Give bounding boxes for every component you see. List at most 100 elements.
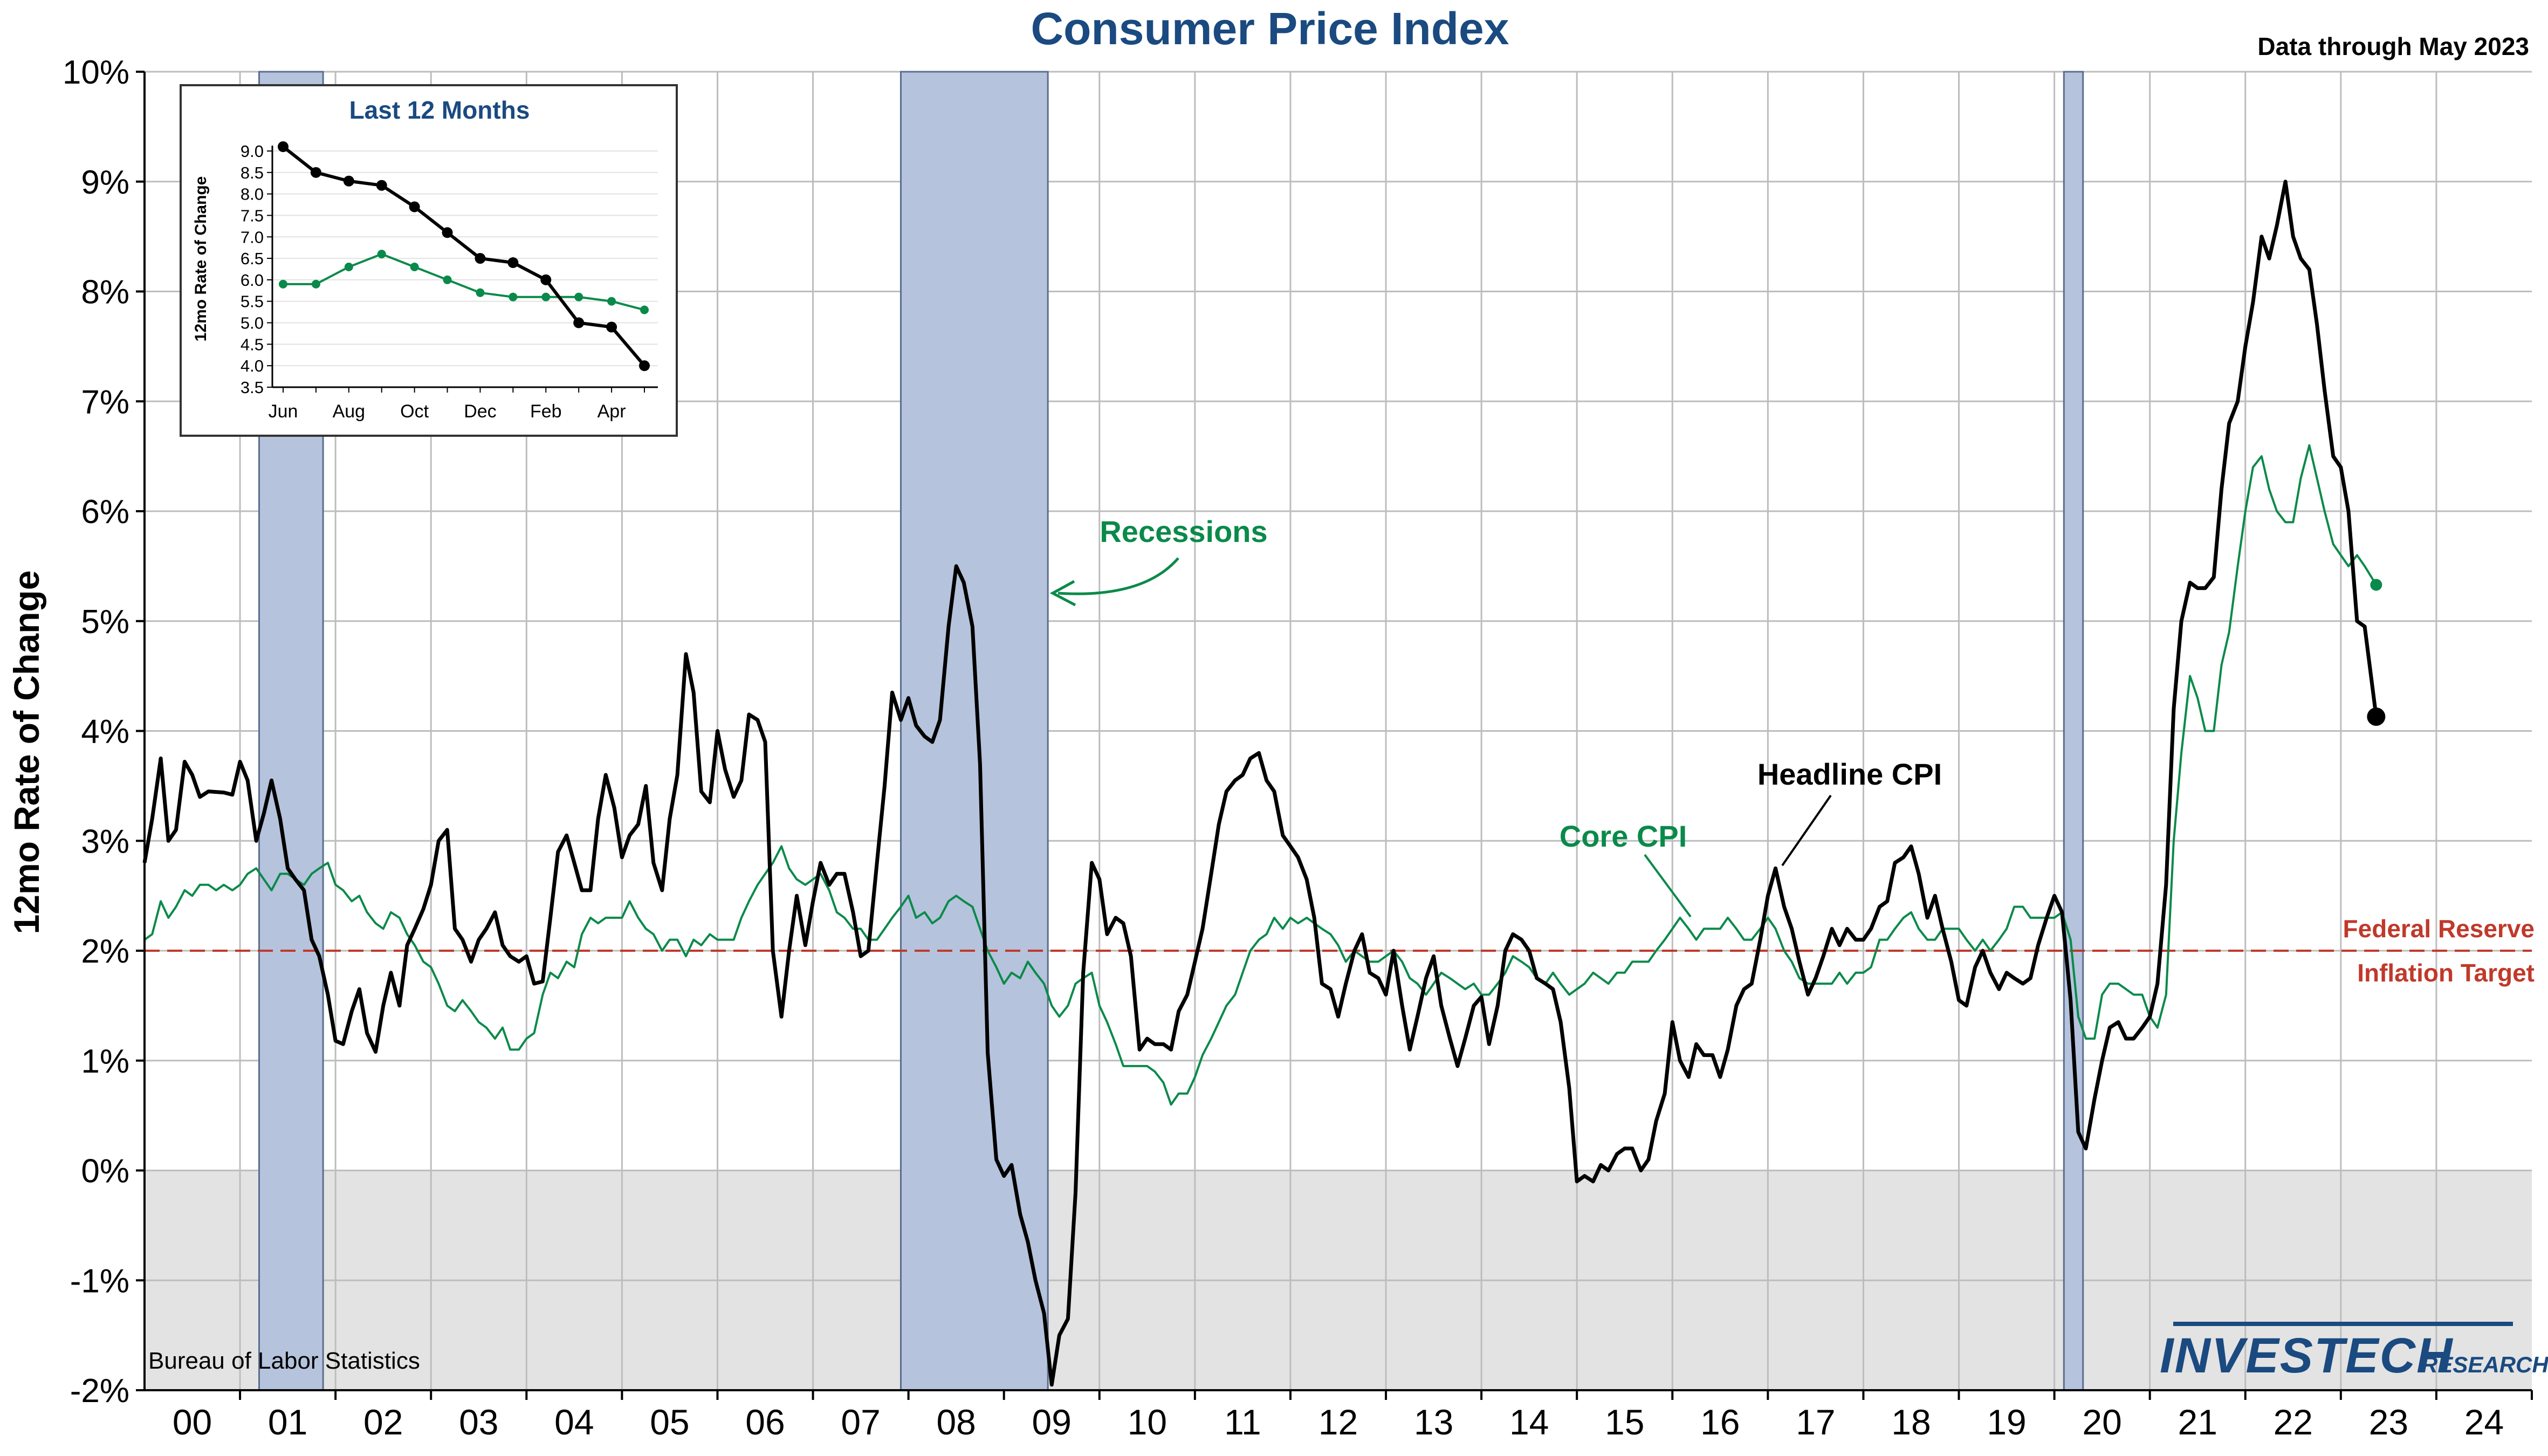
inset-y-tick-label: 3.5 [241, 378, 264, 397]
inset-last-12-months: Last 12 Months 12mo Rate of Change 9.0 8.… [180, 84, 678, 437]
inset-x-tick-label: Dec [464, 401, 496, 422]
inset-gridlines [272, 150, 658, 388]
inset-core-cpi-point [509, 292, 518, 301]
y-tick-label: 10% [63, 54, 129, 91]
x-tick-label: 03 [459, 1402, 498, 1442]
inset-core-cpi-point [344, 263, 353, 272]
inset-x-tick-label: Jun [269, 401, 298, 422]
x-tick-label: 24 [2464, 1402, 2504, 1442]
inset-core-cpi-point [443, 275, 452, 284]
inset-y-tick-label: 7.5 [241, 206, 264, 225]
inset-core-cpi-point [476, 288, 485, 297]
inset-y-tick-label: 9.0 [241, 142, 264, 161]
inset-headline-cpi-point [409, 201, 420, 212]
core-cpi-line [143, 444, 2378, 1106]
x-tick-labels: 00 01 02 03 04 05 06 07 08 09 10 11 12 13 14 15 16 17 18 19… [173, 1402, 2504, 1442]
fed-target-label-line2: Inflation Target [2357, 959, 2535, 987]
inset-y-tick-label: 6.0 [241, 271, 264, 290]
axes [136, 71, 2533, 1400]
y-axis-title: 12mo Rate of Change [6, 571, 46, 935]
inset-y-tick-label: 5.5 [241, 292, 264, 311]
inset-y-tick-labels: 9.0 8.5 8.0 7.5 7.0 6.5 6.0 5.5 5.0 4.5 4.0 3.5 [241, 142, 264, 397]
inset-x-tick-label: Feb [530, 401, 562, 422]
chart-title: Consumer Price Index [1031, 3, 1509, 54]
inset-headline-cpi-point [343, 175, 354, 187]
x-tick-label: 14 [1509, 1402, 1549, 1442]
x-tick-label: 20 [2082, 1402, 2121, 1442]
y-tick-label: 6% [81, 493, 129, 531]
inset-x-tick-label: Apr [597, 401, 626, 422]
chart-subtitle: Data through May 2023 [2257, 32, 2529, 60]
recessions-annotation: Recessions [1100, 514, 1267, 548]
inset-core-cpi-point [640, 305, 649, 314]
investech-logo: INVESTECH RESEARCH [2160, 1322, 2548, 1383]
inset-headline-cpi-point [606, 321, 617, 333]
y-tick-label: -2% [70, 1372, 129, 1410]
x-tick-label: 22 [2274, 1402, 2313, 1442]
inset-y-tick-label: 6.5 [241, 249, 264, 268]
fed-target-label-line1: Federal Reserve [2343, 915, 2535, 943]
inset-y-tick-label: 7.0 [241, 228, 264, 246]
inset-y-tick-label: 8.5 [241, 163, 264, 182]
y-tick-label: 5% [81, 603, 129, 641]
y-tick-label: 0% [81, 1153, 129, 1190]
inset-title: Last 12 Months [349, 96, 530, 124]
inset-y-tick-label: 4.0 [241, 356, 264, 375]
x-tick-label: 06 [745, 1402, 785, 1442]
inset-y-tick-label: 4.5 [241, 335, 264, 354]
series-lines [142, 180, 2386, 1387]
x-tick-label: 04 [554, 1402, 594, 1442]
inset-headline-cpi-line [282, 145, 646, 367]
x-tick-label: 17 [1796, 1402, 1835, 1442]
inset-axes [267, 146, 658, 393]
x-tick-label: 12 [1318, 1402, 1358, 1442]
inset-core-cpi-point [377, 250, 386, 259]
y-tick-label: -1% [70, 1262, 129, 1300]
inset-core-cpi-point [541, 292, 551, 301]
y-tick-label: 9% [81, 164, 129, 201]
inset-headline-cpi-point [310, 167, 321, 178]
x-tick-label: 19 [1987, 1402, 2026, 1442]
inset-headline-cpi-point [376, 180, 387, 191]
inset-y-tick-label: 5.0 [241, 314, 264, 333]
inset-headline-cpi-point [540, 274, 552, 285]
x-tick-label: 13 [1414, 1402, 1453, 1442]
x-tick-label: 10 [1128, 1402, 1167, 1442]
recessions-arrowhead [1049, 580, 1076, 607]
inset-core-cpi-point [410, 263, 419, 272]
recession-band [899, 71, 1049, 1391]
y-tick-label: 2% [81, 933, 129, 970]
core-cpi-annotation: Core CPI [1560, 819, 1687, 853]
y-tick-label: 7% [81, 383, 129, 421]
x-tick-label: 01 [268, 1402, 307, 1442]
recessions-arrow [1057, 557, 1179, 595]
headline-cpi-line [142, 180, 2378, 1387]
y-tick-label: 3% [81, 823, 129, 860]
investech-logo-main: INVESTECH [2160, 1328, 2454, 1383]
x-tick-label: 09 [1032, 1402, 1072, 1442]
inset-y-axis-title: 12mo Rate of Change [192, 176, 210, 342]
inset-headline-cpi-point [573, 317, 585, 328]
y-tick-label: 1% [81, 1043, 129, 1080]
inset-x-tick-labels: Jun Aug Oct Dec Feb Apr [269, 401, 626, 422]
headline-cpi-leader [1781, 794, 1832, 867]
inset-core-cpi-point [574, 292, 583, 301]
x-tick-label: 15 [1605, 1402, 1644, 1442]
inset-y-tick-label: 8.0 [241, 185, 264, 204]
inset-headline-cpi-point [475, 253, 486, 264]
headline-cpi-annotation: Headline CPI [1757, 757, 1942, 791]
x-tick-label: 05 [650, 1402, 689, 1442]
inset-x-tick-label: Aug [333, 401, 366, 422]
inset-headline-cpi-point [507, 257, 519, 269]
x-tick-label: 07 [841, 1402, 880, 1442]
x-tick-label: 08 [936, 1402, 976, 1442]
inset-frame [180, 84, 678, 437]
x-tick-label: 00 [173, 1402, 212, 1442]
inset-x-tick-label: Oct [400, 401, 429, 422]
x-tick-label: 21 [2178, 1402, 2217, 1442]
core-cpi-leader [1644, 854, 1692, 918]
x-tick-label: 11 [1224, 1402, 1261, 1442]
x-tick-label: 16 [1700, 1402, 1740, 1442]
x-tick-label: 02 [363, 1402, 403, 1442]
